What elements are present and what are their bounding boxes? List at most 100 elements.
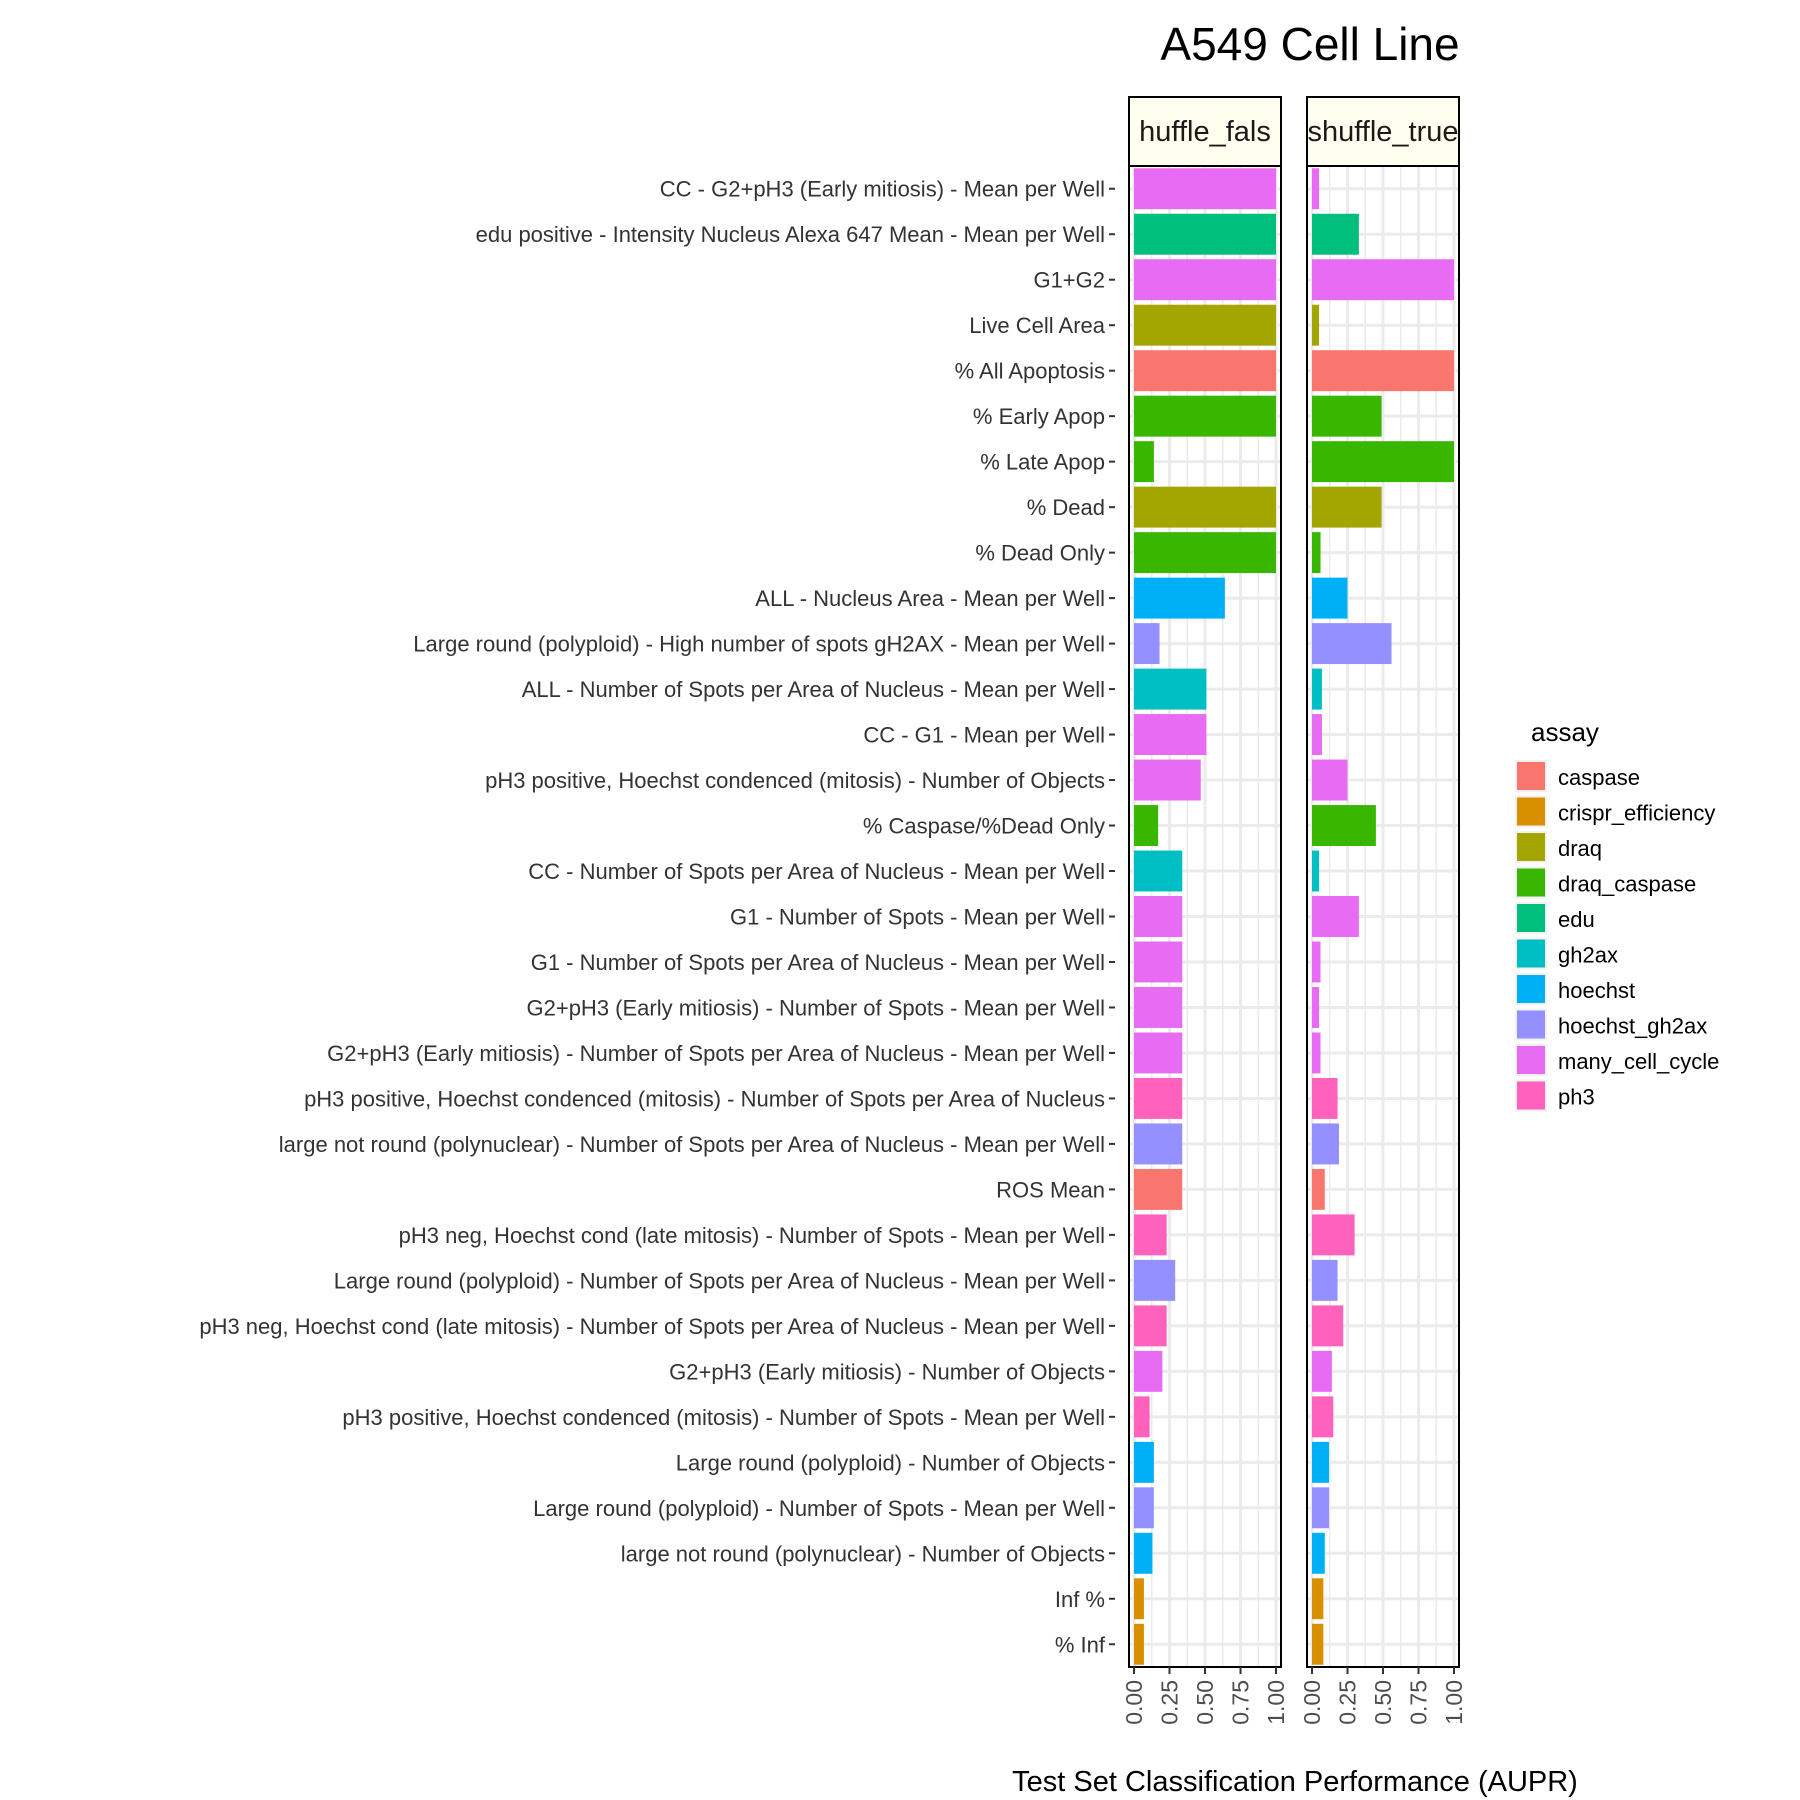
y-tick-label: % Dead: [1027, 495, 1105, 520]
legend-swatch: [1517, 1046, 1545, 1074]
legend-swatch: [1517, 939, 1545, 968]
legend-label: draq_caspase: [1558, 872, 1696, 897]
bar: [1134, 623, 1160, 665]
bar: [1134, 486, 1276, 528]
y-tick-label: pH3 positive, Hoechst condenced (mitosis…: [342, 1405, 1105, 1430]
x-tick-label: 0.75: [1228, 1680, 1254, 1725]
x-tick-label: 0.75: [1406, 1680, 1432, 1725]
y-tick-label: G2+pH3 (Early mitiosis) - Number of Obje…: [669, 1359, 1105, 1384]
bar: [1312, 486, 1382, 528]
y-tick-label: Large round (polyploid) - Number of Spot…: [533, 1496, 1105, 1521]
bar: [1134, 304, 1276, 346]
bar: [1312, 668, 1322, 710]
bar: [1312, 350, 1454, 392]
legend-swatch: [1517, 762, 1545, 790]
y-tick-label: ALL - Nucleus Area - Mean per Well: [755, 586, 1105, 611]
bar: [1312, 941, 1321, 983]
y-tick-label: pH3 positive, Hoechst condenced (mitosis…: [304, 1086, 1105, 1111]
x-tick-label: 0.25: [1335, 1680, 1361, 1725]
legend-label: many_cell_cycle: [1558, 1049, 1719, 1074]
bar: [1312, 1396, 1334, 1438]
bar: [1134, 1077, 1183, 1119]
y-tick-label: Large round (polyploid) - Number of Spot…: [334, 1268, 1105, 1293]
bar: [1312, 532, 1321, 574]
y-tick-label: G2+pH3 (Early mitiosis) - Number of Spot…: [327, 1041, 1105, 1066]
y-tick-label: CC - Number of Spots per Area of Nucleus…: [528, 859, 1105, 884]
bar: [1134, 1350, 1163, 1392]
y-tick-label: G2+pH3 (Early mitiosis) - Number of Spot…: [527, 995, 1106, 1020]
legend-label: edu: [1558, 907, 1595, 932]
bar: [1312, 850, 1320, 892]
legend-label: draq: [1558, 836, 1602, 861]
legend-swatch: [1517, 1010, 1545, 1039]
bar: [1134, 1441, 1154, 1483]
bar: [1312, 987, 1320, 1028]
bar: [1134, 1305, 1167, 1347]
bar: [1134, 1168, 1183, 1210]
x-axis-title: Test Set Classification Performance (AUP…: [1012, 1766, 1578, 1798]
bar: [1312, 759, 1348, 801]
y-tick-label: ALL - Number of Spots per Area of Nucleu…: [522, 677, 1105, 702]
bar: [1312, 259, 1454, 301]
y-axis-labels: CC - G2+pH3 (Early mitiosis) - Mean per …: [199, 177, 1115, 1657]
bar: [1134, 259, 1276, 301]
y-tick-label: Large round (polyploid) - High number of…: [413, 632, 1105, 657]
facet-strip: [1128, 96, 1282, 167]
y-tick-label: G1 - Number of Spots - Mean per Well: [730, 905, 1105, 930]
bar: [1312, 896, 1359, 937]
y-tick-label: G1+G2: [1033, 268, 1105, 293]
legend-label: hoechst: [1558, 978, 1635, 1003]
y-tick-label: % Late Apop: [980, 450, 1105, 475]
bar: [1312, 1214, 1355, 1256]
bar: [1134, 1259, 1176, 1301]
bar: [1134, 987, 1183, 1028]
bar: [1312, 805, 1376, 846]
bar: [1134, 577, 1225, 619]
legend-swatch: [1517, 975, 1545, 1003]
bar: [1312, 623, 1392, 665]
bar: [1134, 1532, 1153, 1574]
bar: [1134, 168, 1276, 210]
y-tick-label: % Early Apop: [973, 404, 1105, 429]
legend-swatch: [1517, 904, 1545, 932]
facet-shuffle-false: huffle_fals 0.00 0.25 0.50 0.75 1.00: [1121, 96, 1289, 1725]
bar: [1312, 1077, 1338, 1119]
bar: [1312, 1578, 1324, 1620]
bar: [1312, 1168, 1325, 1210]
y-tick-label: ROS Mean: [996, 1177, 1105, 1202]
bar: [1134, 213, 1276, 255]
x-tick-label: 0.50: [1370, 1680, 1396, 1725]
bar: [1312, 1305, 1344, 1347]
y-tick-label: % All Apoptosis: [955, 359, 1105, 384]
bar: [1134, 1032, 1183, 1074]
legend-swatch: [1517, 1081, 1545, 1110]
bar: [1312, 304, 1320, 346]
bar: [1312, 213, 1359, 255]
x-tick-label: 0.00: [1299, 1680, 1325, 1725]
bar: [1134, 805, 1159, 846]
bar: [1312, 1441, 1330, 1483]
chart-title: A549 Cell Line: [1160, 18, 1459, 70]
facet-strip: [1306, 96, 1460, 167]
y-tick-label: Large round (polyploid) - Number of Obje…: [676, 1450, 1105, 1475]
x-tick-label: 0.25: [1157, 1680, 1183, 1725]
legend-swatch: [1517, 797, 1545, 826]
bar: [1134, 941, 1183, 983]
facet-shuffle-true: shuffle_true 0.00 0.25 0.50 0.75 1.00: [1299, 96, 1467, 1725]
legend-label: hoechst_gh2ax: [1558, 1014, 1707, 1039]
y-tick-label: CC - G1 - Mean per Well: [863, 723, 1105, 748]
bar: [1134, 850, 1183, 892]
x-tick-label: 0.50: [1192, 1680, 1218, 1725]
legend-label: ph3: [1558, 1085, 1595, 1110]
y-tick-label: large not round (polynuclear) - Number o…: [621, 1541, 1105, 1566]
y-tick-label: % Dead Only: [975, 541, 1105, 566]
y-tick-label: G1 - Number of Spots per Area of Nucleus…: [531, 950, 1105, 975]
bar: [1134, 395, 1276, 437]
y-tick-label: large not round (polynuclear) - Number o…: [279, 1132, 1105, 1157]
bar: [1312, 1487, 1330, 1529]
y-tick-label: pH3 neg, Hoechst cond (late mitosis) - N…: [199, 1314, 1105, 1339]
facet-strip-label: shuffle_true: [1307, 116, 1458, 148]
bar: [1312, 1123, 1339, 1165]
x-tick-label: 1.00: [1441, 1680, 1467, 1725]
